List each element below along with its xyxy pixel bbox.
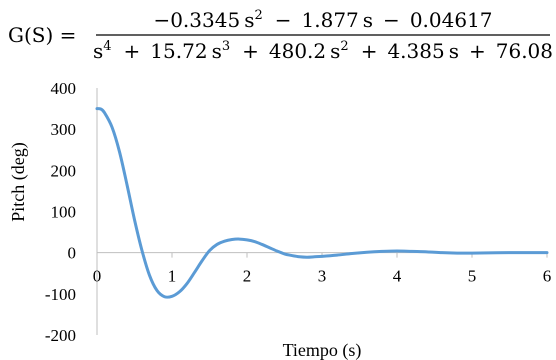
formula-variable: s <box>363 8 373 32</box>
series-group <box>95 107 549 299</box>
y-tick-label: -200 <box>45 326 76 345</box>
y-axis-title: Pitch (deg) <box>8 142 29 221</box>
formula-lhs: G(S) = <box>8 23 76 47</box>
formula-operator: − <box>383 8 400 32</box>
formula-exponent: 4 <box>103 39 111 54</box>
series-line <box>95 107 549 299</box>
formula-operator: + <box>124 39 141 63</box>
x-tick-label: 5 <box>468 267 477 286</box>
formula-operator: + <box>361 39 378 63</box>
formula-exponent: 2 <box>340 39 348 54</box>
formula-operator: + <box>242 39 259 63</box>
formula-operator: + <box>469 39 486 63</box>
y-tick-label: 100 <box>51 203 77 222</box>
formula-coefficient: 4.385 <box>387 39 444 63</box>
x-tick-label: 0 <box>93 267 102 286</box>
x-tick-label: 6 <box>543 267 552 286</box>
formula-coefficient: 15.72 <box>150 39 207 63</box>
formula-exponent: 3 <box>222 39 230 54</box>
x-tick-label: 1 <box>168 267 177 286</box>
formula-variable: s <box>449 39 459 63</box>
formula-variable: s <box>93 39 103 63</box>
formula-exponent: 2 <box>254 8 262 23</box>
y-tick-labels: 400 300 200 100 0 -100 -200 <box>45 79 76 345</box>
formula-variable: s <box>212 39 222 63</box>
formula-coefficient: 76.08 <box>496 39 553 63</box>
y-tick-label: 200 <box>51 161 77 180</box>
y-tick-label: 400 <box>51 79 77 98</box>
formula-coefficient: 0.04617 <box>410 8 493 32</box>
formula-numerator: −0.3345 s2 − 1.877 s − 0.04617 <box>153 8 492 32</box>
y-tick-label: 0 <box>68 244 77 263</box>
x-tick-label: 2 <box>243 267 252 286</box>
x-tick-label: 4 <box>393 267 402 286</box>
formula-variable: s <box>330 39 340 63</box>
x-tick-label: 3 <box>318 267 327 286</box>
svg-text:−0.3345 s2 − 1.877 s − 0.0461: −0.3345 s2 − 1.877 s − 0.04617 <box>153 8 492 32</box>
y-tick-label: -100 <box>45 285 76 304</box>
y-tick-label: 300 <box>51 120 77 139</box>
formula-operator: − <box>275 8 292 32</box>
svg-text:s4 + 15.72 s3 + 480.2 s2 +: s4 + 15.72 s3 + 480.2 s2 + 4.385 s + 76.… <box>93 39 553 63</box>
transfer-function-formula: G(S) = −0.3345 s2 − 1.877 s − 0.04617 s4… <box>8 8 553 63</box>
formula-coefficient: 480.2 <box>269 39 326 63</box>
pitch-response-chart: 400 300 200 100 0 -100 -200 0 1 2 3 4 5 6 Tiempo (s)… <box>8 79 552 360</box>
formula-denominator: s4 + 15.72 s3 + 480.2 s2 + 4.385 s + 76.… <box>93 39 553 63</box>
x-axis-title: Tiempo (s) <box>283 340 362 360</box>
formula-coefficient: −0.3345 <box>153 8 240 32</box>
formula-coefficient: 1.877 <box>302 8 359 32</box>
formula-variable: s <box>244 8 254 32</box>
